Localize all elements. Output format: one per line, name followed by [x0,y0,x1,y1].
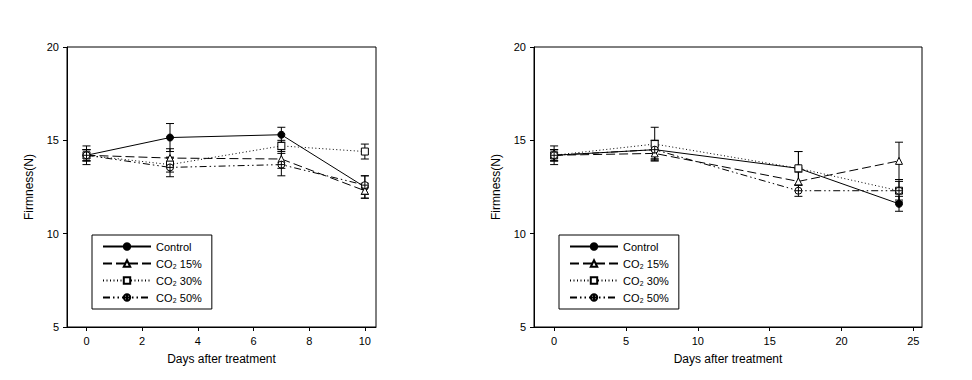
svg-text:5: 5 [520,321,526,333]
svg-text:Control: Control [623,241,658,253]
svg-text:CO₂ 15%: CO₂ 15% [623,258,669,270]
svg-text:8: 8 [306,335,312,347]
svg-text:CO₂ 50%: CO₂ 50% [156,292,202,304]
svg-text:15: 15 [514,134,526,146]
svg-text:0: 0 [83,335,89,347]
svg-text:Firmness(N): Firmness(N) [22,154,36,220]
svg-text:Days after treatment: Days after treatment [674,352,783,366]
svg-text:CO₂ 50%: CO₂ 50% [623,292,669,304]
svg-text:Control: Control [156,241,191,253]
svg-text:CO₂ 30%: CO₂ 30% [156,275,202,287]
svg-text:Firmness(N): Firmness(N) [489,154,503,220]
svg-text:4: 4 [195,335,201,347]
svg-text:20: 20 [514,41,526,53]
svg-text:20: 20 [47,41,59,53]
svg-text:20: 20 [835,335,847,347]
svg-text:6: 6 [250,335,256,347]
svg-text:CO₂ 15%: CO₂ 15% [156,258,202,270]
svg-text:2: 2 [139,335,145,347]
svg-text:10: 10 [359,335,371,347]
svg-text:10: 10 [47,228,59,240]
svg-text:10: 10 [514,228,526,240]
svg-text:15: 15 [47,134,59,146]
svg-text:10: 10 [692,335,704,347]
svg-text:15: 15 [764,335,776,347]
svg-text:0: 0 [551,335,557,347]
svg-text:5: 5 [53,321,59,333]
svg-text:CO₂ 30%: CO₂ 30% [623,275,669,287]
svg-text:5: 5 [623,335,629,347]
svg-text:25: 25 [907,335,919,347]
svg-text:Days after treatment: Days after treatment [167,352,276,366]
